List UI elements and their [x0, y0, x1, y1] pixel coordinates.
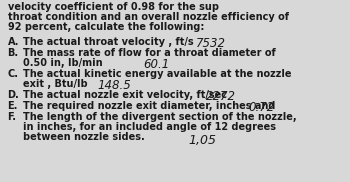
Text: A.: A. [7, 37, 19, 47]
Text: B.: B. [7, 48, 19, 58]
Text: The actual kinetic energy available at the nozzle: The actual kinetic energy available at t… [22, 69, 291, 79]
Text: 1,05: 1,05 [188, 134, 216, 147]
Text: The actual throat velocity , ft/s: The actual throat velocity , ft/s [22, 37, 193, 47]
Text: The required nozzle exit diameter, inches and: The required nozzle exit diameter, inche… [22, 101, 275, 111]
Text: in inches, for an included angle of 12 degrees: in inches, for an included angle of 12 d… [22, 122, 275, 132]
Text: The length of the divergent section of the nozzle,: The length of the divergent section of t… [22, 112, 296, 122]
Text: velocity coefficient of 0.98 for the sup: velocity coefficient of 0.98 for the sup [7, 2, 218, 12]
Text: between nozzle sides.: between nozzle sides. [22, 132, 144, 142]
Text: F.: F. [7, 112, 16, 122]
Text: 7532: 7532 [196, 37, 225, 50]
Text: exit , Btu/lb: exit , Btu/lb [22, 79, 87, 89]
Text: D.: D. [7, 90, 19, 100]
Text: throat condition and an overall nozzle efficiency of: throat condition and an overall nozzle e… [7, 12, 288, 22]
Text: The mass rate of flow for a throat diameter of: The mass rate of flow for a throat diame… [22, 48, 275, 58]
Text: 60.1: 60.1 [143, 58, 169, 71]
Text: The actual nozzle exit velocity, ft/sec: The actual nozzle exit velocity, ft/sec [22, 90, 226, 100]
Text: 0.72: 0.72 [248, 101, 274, 114]
Text: 0.50 in, lb/min: 0.50 in, lb/min [22, 58, 102, 68]
Text: 2272: 2272 [206, 90, 236, 103]
Text: 148.5: 148.5 [98, 79, 132, 92]
Text: C.: C. [7, 69, 19, 79]
Text: E.: E. [7, 101, 18, 111]
Text: 92 percent, calculate the following:: 92 percent, calculate the following: [7, 22, 204, 32]
